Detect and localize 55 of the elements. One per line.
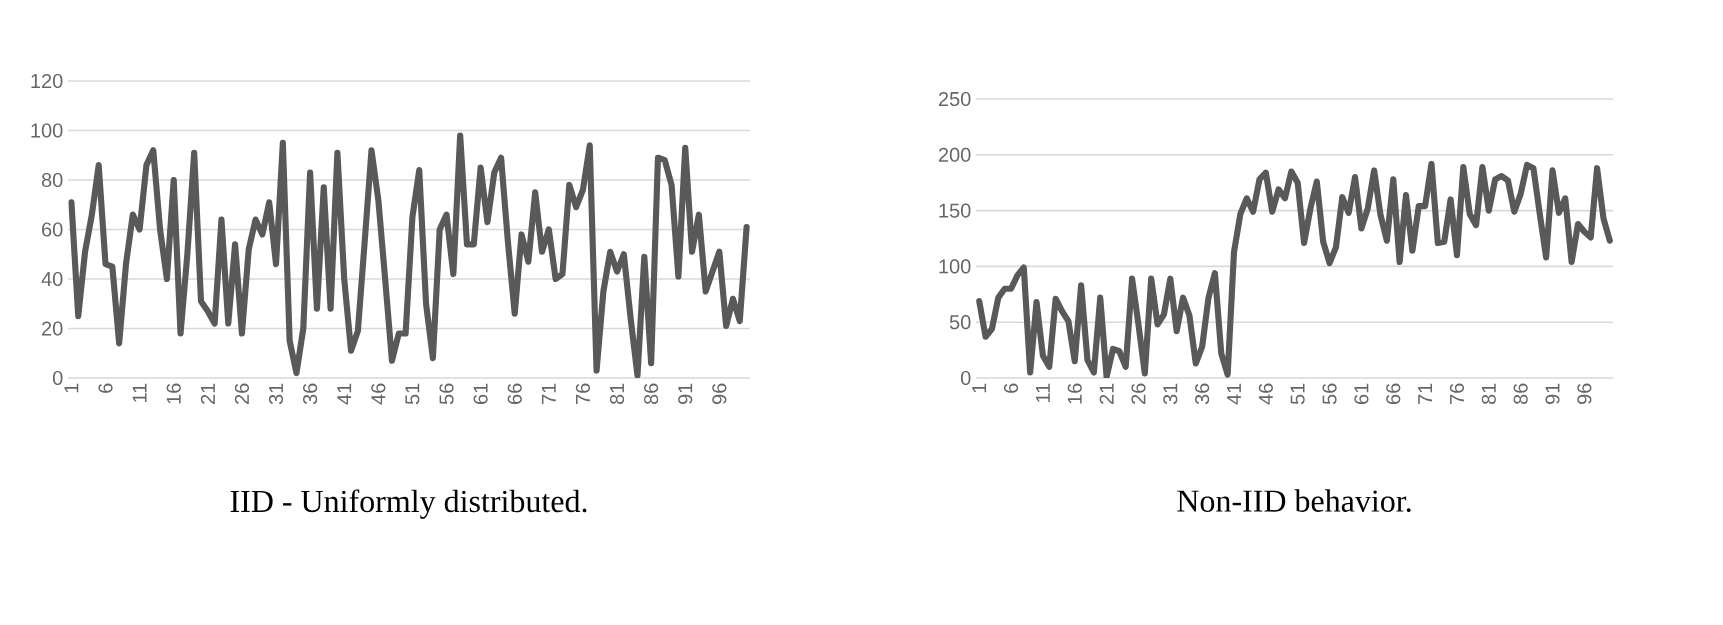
x-tick-label: 61: [1354, 383, 1369, 404]
x-tick-label: 11: [132, 383, 147, 402]
y-tick-label: 250: [938, 91, 971, 107]
x-tick-label: 71: [541, 383, 556, 404]
x-tick-label: 61: [473, 383, 488, 404]
x-tick-label: 1: [64, 383, 79, 393]
x-tick-label: 66: [1386, 383, 1401, 404]
x-tick-label: 51: [405, 383, 420, 405]
x-tick-label: 76: [1449, 383, 1465, 404]
x-tick-label: 6: [1003, 383, 1019, 393]
x-tick-label: 91: [1545, 383, 1560, 405]
x-tick-label: 1: [972, 383, 987, 393]
x-tick-label: 56: [1322, 383, 1337, 405]
x-tick-label: 96: [1577, 383, 1592, 405]
x-tick-label: 91: [678, 383, 693, 405]
y-tick-label: 100: [31, 123, 63, 138]
x-tick-label: 16: [1067, 383, 1082, 404]
x-tick-label: 26: [234, 383, 249, 404]
x-tick-label: 66: [507, 383, 522, 404]
x-tick-label: 96: [712, 383, 727, 405]
x-tick-label: 41: [1227, 383, 1241, 405]
x-tick-label: 21: [200, 383, 215, 404]
x-tick-label: 31: [1163, 383, 1178, 405]
x-tick-label: 81: [609, 383, 625, 405]
x-tick-label: 6: [98, 383, 113, 393]
y-tick-label: 100: [939, 259, 971, 274]
y-tick-label: 0: [960, 370, 971, 386]
x-tick-label: 86: [644, 383, 659, 405]
y-tick-label: 80: [41, 172, 63, 188]
text: Non-IID behavior.: [1177, 489, 1411, 513]
x-tick-label: 16: [166, 383, 181, 404]
x-tick-label: 26: [1131, 383, 1146, 404]
x-tick-label: 51: [1290, 383, 1305, 405]
x-tick-label: 11: [1036, 383, 1050, 402]
x-tick-label: 46: [371, 383, 386, 405]
x-tick-label: 46: [1258, 383, 1273, 405]
x-tick-label: 21: [1099, 383, 1114, 404]
x-tick-label: 36: [1195, 383, 1210, 405]
y-tick-label: 120: [31, 73, 63, 89]
x-tick-label: 81: [1481, 383, 1496, 405]
x-tick-label: 71: [1418, 383, 1432, 404]
y-tick-label: 200: [938, 147, 971, 162]
x-tick-label: 31: [268, 383, 284, 405]
y-tick-label: 40: [41, 271, 63, 287]
text: IID - Uniformly distributed.: [230, 489, 587, 519]
x-tick-label: 41: [337, 383, 352, 405]
y-tick-label: 150: [939, 203, 971, 218]
x-tick-label: 76: [575, 383, 590, 404]
y-tick-label: 20: [42, 321, 63, 336]
y-tick-label: 50: [949, 315, 971, 330]
y-tick-label: 60: [42, 222, 63, 237]
x-tick-label: 56: [439, 383, 454, 405]
y-tick-label: 0: [52, 370, 63, 386]
x-tick-label: 36: [303, 383, 318, 405]
x-tick-label: 86: [1513, 383, 1528, 405]
